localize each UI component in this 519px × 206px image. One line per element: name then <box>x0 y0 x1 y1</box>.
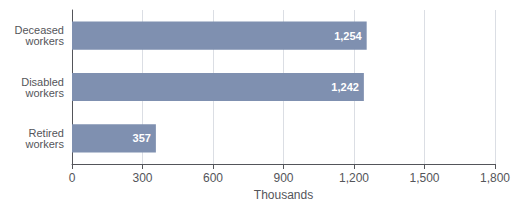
svg-text:1,800: 1,800 <box>480 171 510 185</box>
svg-text:1,242: 1,242 <box>331 81 359 93</box>
svg-text:1,200: 1,200 <box>339 171 369 185</box>
svg-text:Thousands: Thousands <box>254 188 313 202</box>
svg-text:900: 900 <box>273 171 293 185</box>
svg-text:600: 600 <box>203 171 223 185</box>
svg-text:357: 357 <box>133 132 151 144</box>
svg-text:workers: workers <box>24 138 64 150</box>
svg-text:workers: workers <box>24 35 64 47</box>
svg-text:Disabled: Disabled <box>21 75 64 88</box>
svg-text:1,500: 1,500 <box>409 171 439 185</box>
svg-text:300: 300 <box>132 171 152 185</box>
svg-text:workers: workers <box>24 87 64 99</box>
svg-text:0: 0 <box>69 171 76 185</box>
svg-text:1,254: 1,254 <box>334 30 362 42</box>
svg-text:Deceased: Deceased <box>14 24 64 37</box>
svg-text:Retired: Retired <box>28 126 64 139</box>
